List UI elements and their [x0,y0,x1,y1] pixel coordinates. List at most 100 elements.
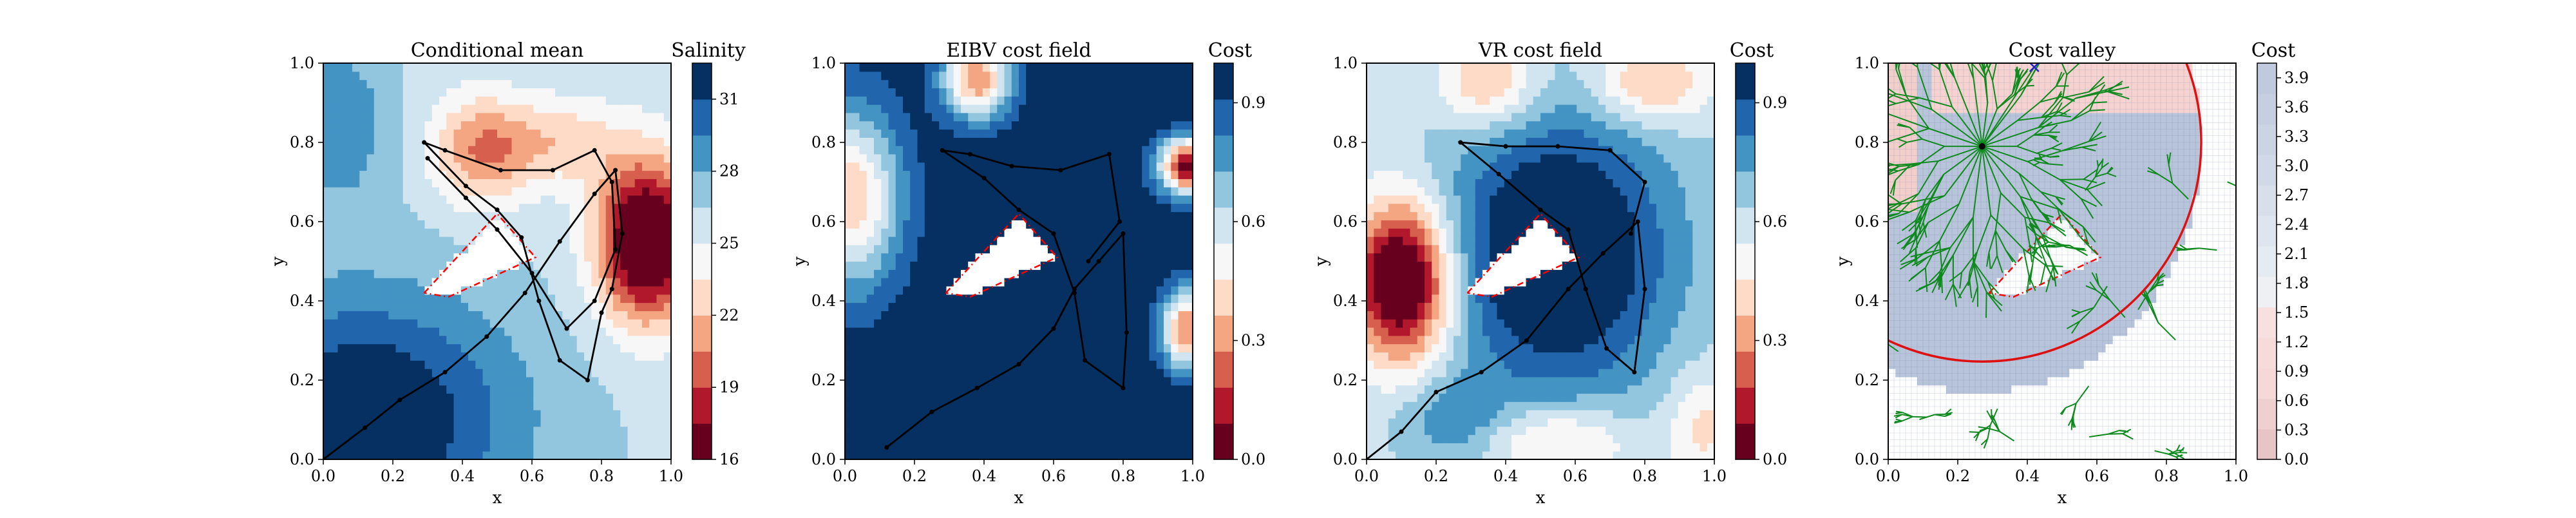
heatmap-cell [1157,286,1164,294]
heatmap-cell [620,245,628,253]
heatmap-cell [330,253,338,262]
heatmap-cell [874,80,882,88]
heatmap-cell [664,245,672,253]
heatmap-cell [628,121,636,130]
heatmap-cell [1164,212,1171,220]
heatmap-cell [396,443,404,451]
heatmap-cell [997,220,1005,228]
heatmap-cell [533,385,541,394]
heatmap-cell [1142,269,1150,278]
heatmap-cell [852,385,860,394]
heatmap-cell [1034,360,1041,369]
heatmap-cell [599,451,607,459]
heatmap-cell [432,311,440,319]
heatmap-cell [454,303,462,311]
heatmap-cell [1186,121,1193,130]
heatmap-cell [519,418,527,427]
heatmap-cell [323,137,331,146]
heatmap-cell [367,104,375,113]
heatmap-cell [889,187,896,195]
heatmap-cell [1092,410,1099,418]
heatmap-cell [664,162,672,171]
heatmap-cell [932,262,940,270]
heatmap-cell [845,137,853,146]
heatmap-cell [1150,352,1157,360]
heatmap-cell [374,88,382,96]
heatmap-cell [1099,269,1106,278]
heatmap-cell [519,212,527,220]
heatmap-cell [968,228,976,236]
heatmap-cell [396,369,404,377]
heatmap-cell [874,171,882,179]
trajectory-point [1017,362,1021,367]
heatmap-cell [374,245,382,253]
heatmap-cell [1041,113,1048,121]
heatmap-cell [628,146,636,154]
heatmap-cell [961,435,969,443]
heatmap-cell [396,146,404,154]
heatmap-cell [1026,146,1034,154]
heatmap-cell [468,303,476,311]
heatmap-cell [468,137,476,146]
heatmap-cell [1019,236,1027,245]
heatmap-cell [454,394,462,402]
heatmap-cell [1150,435,1157,443]
heatmap-cell [519,137,527,146]
heatmap-cell [1055,344,1063,352]
heatmap-cell [1099,63,1106,72]
trajectory-point [940,148,945,153]
heatmap-cell [867,220,875,228]
heatmap-cell [968,319,976,327]
heatmap-cell [1150,451,1157,459]
heatmap-cell [345,121,353,130]
heatmap-cell [345,451,353,459]
heatmap-cell [1005,245,1012,253]
heatmap-cell [896,63,904,72]
heatmap-cell [939,418,947,427]
heatmap-cell [1150,154,1157,162]
heatmap-cell [461,113,469,121]
heatmap-cell [845,236,853,245]
heatmap-cell [512,204,520,212]
heatmap-cell [1171,278,1179,286]
heatmap-cell [635,336,643,344]
heatmap-cell [1063,130,1070,138]
heatmap-cell [338,352,346,360]
heatmap-cell [584,311,592,319]
heatmap-cell [475,360,483,369]
heatmap-cell [570,427,578,435]
heatmap-cell [1171,319,1179,327]
heatmap-cell [425,344,433,352]
heatmap-cell [860,195,867,204]
heatmap-cell [961,327,969,336]
heatmap-cell [446,88,454,96]
heatmap-cell [381,435,389,443]
trajectory-point [1010,164,1014,168]
heatmap-cell [1034,104,1041,113]
heatmap-cell [1186,80,1193,88]
heatmap-cell [1077,146,1084,154]
heatmap-cell [903,96,911,104]
heatmap-cell [403,146,411,154]
heatmap-cell [1070,427,1077,435]
heatmap-cell [635,80,643,88]
heatmap-cell [381,72,389,80]
heatmap-cell [881,72,889,80]
heatmap-cell [541,80,549,88]
heatmap-cell [613,427,621,435]
heatmap-cell [852,228,860,236]
heatmap-cell [889,262,896,270]
heatmap-cell [1092,443,1099,451]
heatmap-cell [461,435,469,443]
heatmap-cell [512,418,520,427]
heatmap-cell [845,418,853,427]
heatmap-cell [867,178,875,187]
heatmap-cell [439,360,447,369]
heatmap-cell [606,80,614,88]
x-tick-label: 0.6 [1041,467,1066,485]
heatmap-cell [381,154,389,162]
heatmap-cell [954,212,961,220]
heatmap-cell [403,171,411,179]
heatmap-cell [512,236,520,245]
heatmap-cell [439,236,447,245]
